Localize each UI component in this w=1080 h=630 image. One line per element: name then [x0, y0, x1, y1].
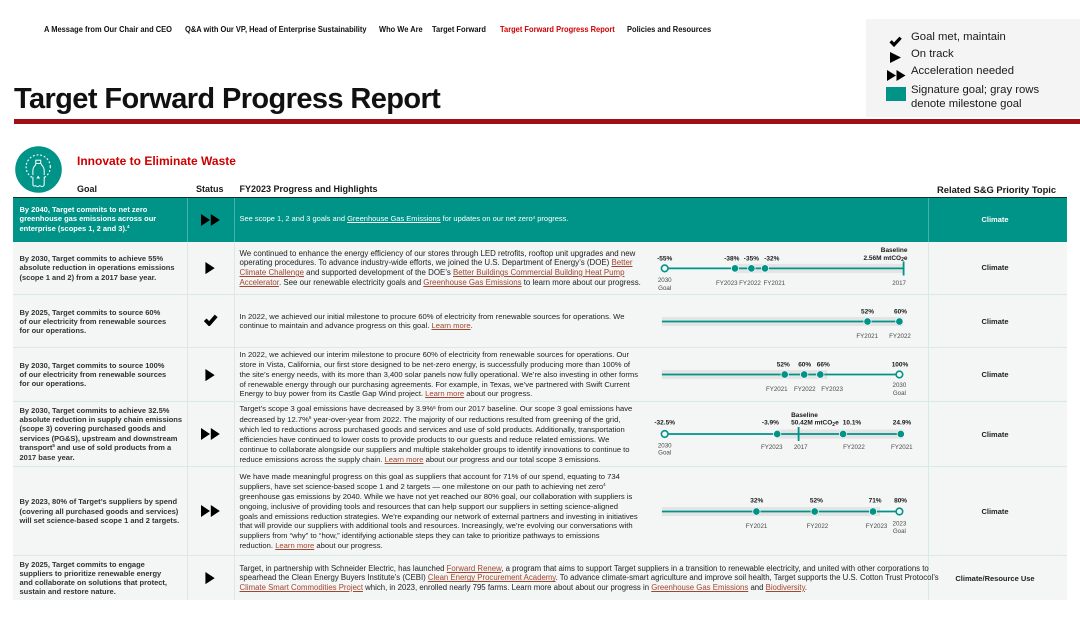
svg-text:-3.9%: -3.9%	[762, 420, 779, 427]
svg-text:Goal: Goal	[893, 528, 906, 535]
svg-text:Baseline: Baseline	[881, 246, 908, 253]
svg-text:FY2022: FY2022	[739, 280, 761, 287]
svg-text:-55%: -55%	[657, 255, 672, 262]
svg-text:66%: 66%	[817, 362, 830, 369]
svg-text:FY2023: FY2023	[761, 444, 783, 451]
svg-text:100%: 100%	[892, 362, 909, 369]
svg-text:FY2021: FY2021	[763, 280, 785, 287]
svg-text:24.9%: 24.9%	[893, 420, 912, 427]
svg-text:60%: 60%	[798, 362, 811, 369]
svg-text:FY2023: FY2023	[716, 280, 738, 287]
svg-text:FY2021: FY2021	[891, 444, 913, 451]
svg-text:2017: 2017	[892, 280, 906, 287]
svg-text:32%: 32%	[750, 498, 763, 505]
svg-text:2030: 2030	[658, 277, 672, 284]
svg-text:FY2022: FY2022	[807, 523, 829, 530]
svg-text:FY2021: FY2021	[856, 334, 878, 341]
svg-text:2030: 2030	[893, 383, 907, 390]
svg-text:-32.5%: -32.5%	[654, 420, 675, 427]
svg-text:Baseline: Baseline	[791, 412, 818, 419]
svg-text:-35%: -35%	[744, 255, 759, 262]
svg-text:71%: 71%	[869, 498, 882, 505]
svg-text:2.56M mtCO2e: 2.56M mtCO2e	[864, 254, 908, 262]
svg-text:FY2022: FY2022	[843, 444, 865, 451]
svg-text:FY2023: FY2023	[821, 387, 843, 394]
svg-text:FY2022: FY2022	[794, 387, 816, 394]
svg-text:Goal: Goal	[658, 450, 671, 457]
svg-text:52%: 52%	[810, 498, 823, 505]
svg-text:FY2021: FY2021	[746, 523, 768, 530]
svg-text:52%: 52%	[777, 362, 790, 369]
svg-text:-32%: -32%	[764, 255, 779, 262]
svg-text:-38%: -38%	[724, 255, 739, 262]
svg-text:10.1%: 10.1%	[843, 420, 862, 427]
svg-text:80%: 80%	[894, 498, 907, 505]
svg-text:FY2022: FY2022	[889, 334, 911, 341]
svg-text:2017: 2017	[794, 444, 808, 451]
svg-text:60%: 60%	[894, 309, 907, 316]
svg-text:2023: 2023	[893, 521, 907, 528]
svg-text:FY2023: FY2023	[866, 523, 888, 530]
svg-text:Goal: Goal	[658, 285, 671, 292]
svg-text:2030: 2030	[658, 442, 672, 449]
svg-text:50.42M mtCO2e: 50.42M mtCO2e	[791, 420, 839, 428]
svg-text:52%: 52%	[861, 309, 874, 316]
svg-text:FY2021: FY2021	[766, 387, 788, 394]
svg-text:Goal: Goal	[893, 390, 906, 397]
